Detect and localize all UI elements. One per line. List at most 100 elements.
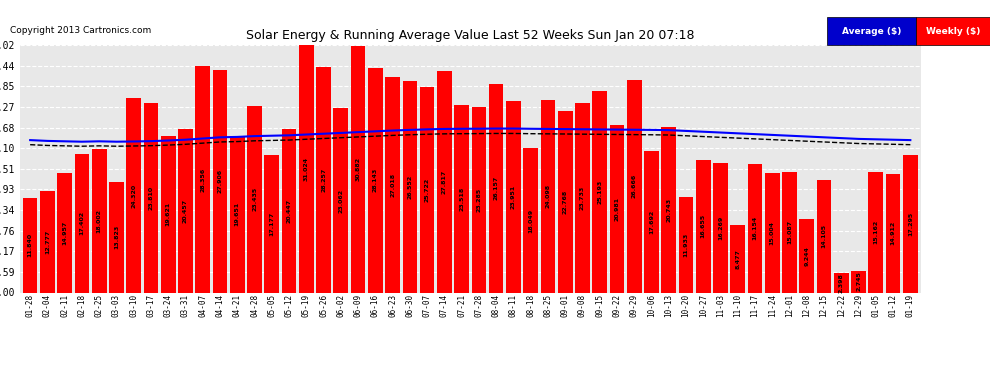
Text: 17.177: 17.177 [269, 212, 274, 236]
Text: 25.722: 25.722 [425, 178, 430, 202]
Text: 26.157: 26.157 [494, 176, 499, 200]
Bar [248, 105, 261, 292]
Text: 2.745: 2.745 [856, 272, 861, 291]
Bar [350, 46, 365, 292]
Text: 16.655: 16.655 [701, 214, 706, 238]
Bar [886, 174, 901, 292]
Text: 11.840: 11.840 [28, 233, 33, 257]
Bar [834, 273, 848, 292]
Text: 8.477: 8.477 [736, 249, 741, 268]
Text: 27.817: 27.817 [442, 170, 446, 194]
Bar [731, 225, 745, 292]
Text: 12.777: 12.777 [45, 230, 50, 254]
Bar [765, 173, 779, 292]
Text: 14.105: 14.105 [822, 224, 827, 248]
Text: 14.912: 14.912 [891, 221, 896, 245]
Text: 23.062: 23.062 [339, 188, 344, 213]
Text: 23.810: 23.810 [148, 186, 153, 210]
Text: 15.087: 15.087 [787, 220, 792, 245]
Text: 23.951: 23.951 [511, 185, 516, 209]
Bar [575, 103, 590, 292]
Bar [74, 154, 89, 292]
Text: 19.651: 19.651 [235, 202, 240, 226]
Text: 22.768: 22.768 [562, 189, 567, 214]
Bar [178, 129, 193, 292]
Text: 31.024: 31.024 [304, 157, 309, 181]
Bar [627, 80, 642, 292]
Bar [851, 271, 866, 292]
Text: 23.733: 23.733 [580, 186, 585, 210]
Bar [92, 149, 107, 292]
Text: 9.244: 9.244 [804, 246, 809, 266]
Text: 14.957: 14.957 [62, 221, 67, 245]
Bar [610, 125, 625, 292]
Bar [541, 100, 555, 292]
Bar [592, 92, 607, 292]
Text: 17.692: 17.692 [649, 210, 654, 234]
Bar [23, 198, 38, 292]
Text: 28.143: 28.143 [373, 168, 378, 192]
Text: 30.882: 30.882 [355, 157, 360, 182]
Text: 17.295: 17.295 [908, 211, 913, 236]
Text: 28.356: 28.356 [200, 167, 205, 192]
Bar [454, 105, 469, 292]
Bar [557, 111, 572, 292]
Text: 15.004: 15.004 [770, 220, 775, 245]
Text: 28.257: 28.257 [321, 168, 326, 192]
Bar [57, 173, 72, 292]
Bar [230, 136, 245, 292]
Bar [195, 66, 210, 292]
Text: Average ($): Average ($) [842, 27, 901, 36]
Bar [644, 152, 658, 292]
Bar [334, 108, 348, 292]
Text: 24.320: 24.320 [132, 183, 137, 207]
Text: 20.981: 20.981 [615, 197, 620, 221]
Bar [782, 172, 797, 292]
Bar [437, 70, 451, 292]
Bar [868, 171, 883, 292]
Text: 24.098: 24.098 [545, 184, 550, 209]
Bar [903, 154, 918, 292]
Bar [264, 156, 279, 292]
Text: 26.666: 26.666 [632, 174, 637, 198]
Bar [420, 87, 435, 292]
Text: 23.285: 23.285 [476, 188, 481, 212]
Bar [471, 107, 486, 292]
Bar [679, 197, 693, 292]
Bar [661, 127, 676, 292]
Bar [144, 102, 158, 292]
Bar [385, 77, 400, 292]
Text: 26.552: 26.552 [407, 174, 413, 199]
Bar [368, 68, 383, 292]
Bar [713, 163, 728, 292]
Text: 23.435: 23.435 [252, 187, 257, 211]
Bar [403, 81, 417, 292]
Bar [800, 219, 814, 292]
Text: 18.002: 18.002 [97, 209, 102, 232]
Bar [316, 67, 331, 292]
Text: 2.398: 2.398 [839, 273, 843, 293]
Bar [489, 84, 504, 292]
Text: 23.518: 23.518 [459, 186, 464, 211]
Bar [282, 129, 296, 292]
Bar [109, 182, 124, 292]
Text: 15.162: 15.162 [873, 220, 878, 244]
Text: 19.621: 19.621 [165, 202, 170, 226]
Bar [506, 101, 521, 292]
Title: Solar Energy & Running Average Value Last 52 Weeks Sun Jan 20 07:18: Solar Energy & Running Average Value Las… [246, 30, 695, 42]
Text: 20.457: 20.457 [183, 199, 188, 223]
Text: 17.402: 17.402 [79, 211, 84, 235]
Bar [817, 180, 832, 292]
Text: 27.906: 27.906 [218, 169, 223, 193]
Bar [299, 45, 314, 292]
Text: 18.049: 18.049 [528, 209, 534, 232]
Text: 16.269: 16.269 [718, 216, 723, 240]
Text: 16.154: 16.154 [752, 216, 757, 240]
Text: Weekly ($): Weekly ($) [926, 27, 980, 36]
Text: Copyright 2013 Cartronics.com: Copyright 2013 Cartronics.com [10, 26, 151, 35]
Text: 27.018: 27.018 [390, 172, 395, 197]
Bar [161, 136, 175, 292]
Bar [747, 164, 762, 292]
Text: 20.743: 20.743 [666, 198, 671, 222]
Bar [213, 70, 228, 292]
